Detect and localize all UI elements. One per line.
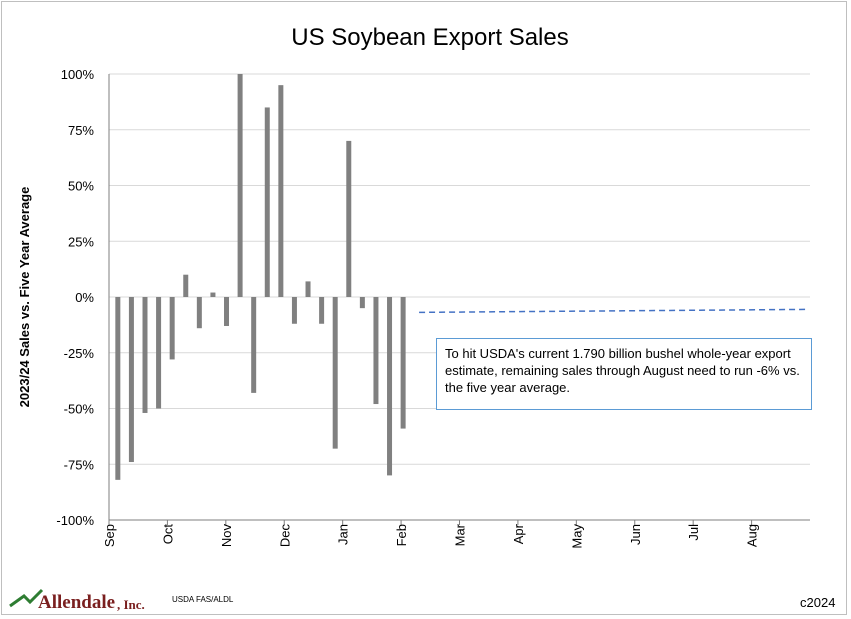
chart-title: US Soybean Export Sales — [291, 24, 569, 51]
bar — [346, 140, 352, 297]
x-tick-label: Feb — [394, 524, 409, 546]
reference-line — [419, 308, 809, 314]
x-tick-label: Jul — [686, 524, 701, 541]
y-tick-label: 75% — [68, 123, 94, 138]
x-tick-label: Sep — [102, 524, 117, 547]
x-tick-label: Jan — [336, 524, 351, 545]
bar — [264, 107, 270, 297]
bar — [156, 297, 162, 409]
bar — [359, 297, 365, 309]
y-tick-label: 100% — [61, 67, 95, 82]
y-axis-ticks: 100% 75% 50% 25% 0% -25% -50% -75% -100% — [56, 67, 94, 528]
y-tick-label: -100% — [56, 513, 94, 528]
bar — [169, 297, 175, 360]
logo-name: Allendale — [38, 592, 115, 613]
y-tick-label: -50% — [64, 402, 95, 417]
bar — [142, 297, 148, 413]
bar — [305, 281, 311, 297]
reference-dashed-line — [419, 308, 809, 314]
y-tick-label: -25% — [64, 346, 95, 361]
source-label: USDA FAS/ALDL — [172, 595, 234, 604]
x-tick-label: Aug — [745, 524, 760, 547]
bar — [332, 297, 338, 449]
bar — [237, 74, 243, 297]
bar — [278, 85, 284, 298]
y-tick-label: 25% — [68, 234, 94, 249]
bar — [319, 297, 325, 324]
x-tick-label: Apr — [511, 523, 526, 544]
x-axis-ticks: Sep Oct Nov Dec Jan Feb Mar Apr May Jun Jul Aug — [102, 520, 760, 549]
bar — [373, 297, 379, 405]
bar — [210, 292, 216, 297]
x-tick-label: Dec — [277, 524, 292, 548]
bar — [196, 297, 202, 329]
bar — [224, 297, 230, 326]
y-tick-label: 0% — [75, 290, 94, 305]
bar-series — [115, 74, 406, 480]
bar — [251, 297, 257, 393]
bar — [183, 274, 189, 297]
allendale-logo: Allendale , Inc. — [9, 588, 145, 613]
x-tick-label: Mar — [453, 523, 468, 546]
bar — [128, 297, 134, 463]
y-tick-label: 50% — [68, 179, 94, 194]
x-tick-label: Jun — [628, 524, 643, 545]
x-tick-label: Nov — [219, 524, 234, 548]
bar — [400, 297, 406, 429]
bar — [387, 297, 393, 476]
logo-suffix: , Inc. — [117, 597, 145, 612]
x-tick-label: Oct — [160, 524, 175, 545]
x-tick-label: May — [569, 524, 584, 549]
bar — [115, 297, 121, 480]
y-axis-label: 2023/24 Sales vs. Five Year Average — [17, 187, 32, 408]
copyright-label: c2024 — [800, 595, 835, 610]
annotation-box: To hit USDA's current 1.790 billion bush… — [436, 338, 812, 410]
y-tick-label: -75% — [64, 457, 95, 472]
bar — [291, 297, 297, 324]
